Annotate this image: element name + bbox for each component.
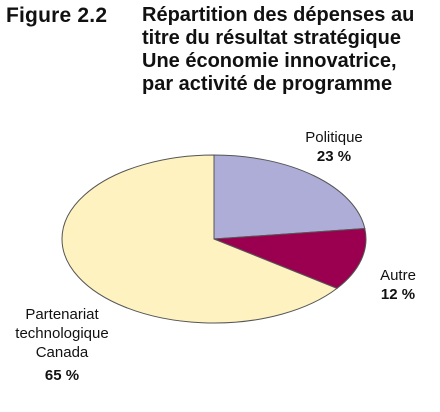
chart-title-line-2: titre du résultat stratégique: [142, 27, 401, 49]
slice-label-politique-name: Politique: [305, 129, 363, 146]
slice-label-partenariat: Partenariat technologique Canada 65 %: [0, 305, 124, 385]
slice-label-autre-value: 12 %: [380, 286, 416, 303]
slice-label-partenariat-name-1: Partenariat: [25, 306, 99, 323]
slice-label-politique-value: 23 %: [316, 148, 352, 165]
slice-label-partenariat-name-2: technologique: [15, 325, 109, 342]
slice-label-autre-name: Autre: [380, 267, 416, 284]
pie-slice-politique: [213, 154, 366, 240]
slice-label-partenariat-name-3: Canada: [35, 344, 89, 361]
pie-slice-partenariat: [61, 154, 338, 324]
slice-label-partenariat-value: 65 %: [44, 367, 80, 384]
pie-slice-autre: [213, 227, 367, 289]
slice-label-politique: Politique 23 %: [286, 128, 382, 166]
chart-title: Répartition des dépenses au titre du rés…: [142, 4, 437, 96]
slice-label-autre: Autre 12 %: [366, 266, 430, 304]
figure-label: Figure 2.2: [6, 4, 108, 27]
chart-title-line-3: Une économie innovatrice,: [142, 50, 397, 72]
chart-title-line-4: par activité de programme: [142, 73, 393, 95]
chart-title-line-1: Répartition des dépenses au: [142, 4, 415, 26]
